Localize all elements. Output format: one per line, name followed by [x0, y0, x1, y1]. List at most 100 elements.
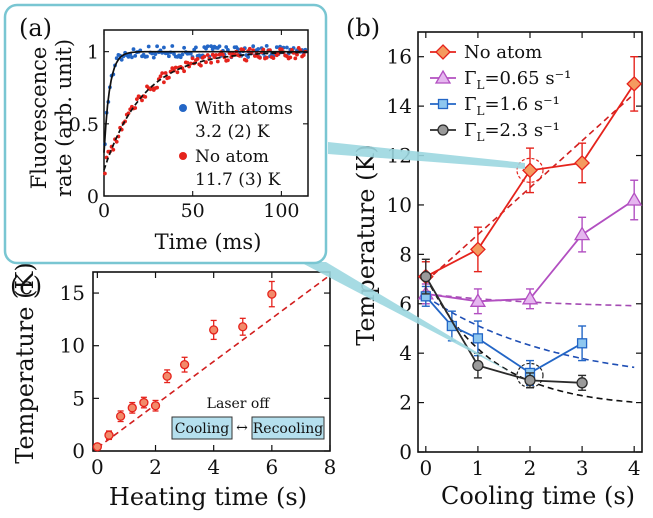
a-point-0-72: [224, 45, 229, 49]
panel-b-highlights: [516, 157, 544, 389]
a-point-1-113: [293, 56, 298, 61]
a-point-1-38: [167, 75, 171, 80]
a-point-0-35: [162, 45, 166, 50]
a-point-0-17: [131, 47, 136, 52]
legend-with-atoms-marker: [179, 104, 187, 112]
b-legend-tail-3: =2.3 s⁻¹: [484, 120, 559, 141]
a-point-1-57: [199, 63, 203, 68]
a-point-1-14: [126, 111, 131, 116]
panel-a-ylabel-line1: Fluorescence: [27, 47, 51, 190]
recooling-box: [251, 416, 325, 440]
b-series-line-2: [425, 295, 583, 374]
panel-c-label: (c): [10, 272, 42, 300]
a-point-0-18: [133, 54, 138, 58]
b-point-1-3: [573, 226, 591, 241]
c-ytick-label-1: 5: [72, 386, 85, 410]
a-point-1-73: [226, 58, 230, 63]
a-point-1-19: [135, 97, 139, 101]
a-point-1-52: [190, 56, 195, 61]
b-series-line-3: [425, 276, 583, 384]
b-ytick-label-0: 0: [399, 440, 412, 464]
c-point-10: [267, 289, 277, 299]
a-point-1-100: [271, 56, 276, 60]
a-ytick-label-0: 0: [87, 186, 99, 208]
a-point-0-85: [246, 55, 251, 59]
a-point-1-61: [205, 53, 210, 57]
a-point-1-0: [103, 171, 107, 176]
a-point-1-110: [288, 55, 293, 60]
a-point-0-51: [188, 51, 193, 56]
laser-off-title: Laser off: [207, 396, 271, 412]
b-legend-main-2: Γ: [464, 94, 477, 115]
b-point-0-4: [626, 75, 643, 92]
b-legend-marker-2: [437, 98, 449, 110]
panel-b-xlabel: Cooling time (s): [441, 482, 635, 510]
a-point-0-91: [256, 47, 261, 51]
panel-c-fit: [96, 274, 331, 449]
b-legend-main-3: Γ: [464, 120, 477, 141]
a-point-1-118: [301, 53, 306, 57]
a-point-1-86: [247, 46, 252, 51]
cooling-box: [171, 416, 233, 440]
b-legend-main-1: Γ: [464, 68, 477, 89]
b-point-3-1: [472, 359, 484, 372]
b-legend-sub-3: L: [477, 130, 485, 144]
a-fit-1: [103, 51, 308, 171]
a-point-0-54: [194, 45, 198, 50]
b-legend-sub-1: L: [477, 78, 485, 92]
legend-no-atom-temp: 11.7 (3) K: [195, 170, 281, 190]
c-point-8: [209, 325, 219, 335]
a-xtick-label-0: 0: [98, 200, 110, 222]
a-point-0-63: [209, 44, 214, 49]
b-legend-label-2: ΓL=1.6 s⁻¹: [464, 94, 560, 118]
c-point-5: [150, 401, 161, 411]
connector-lower: [300, 262, 510, 372]
cooling-box-label: Cooling: [175, 421, 230, 437]
a-point-1-51: [188, 61, 193, 66]
b-xtick-label-1: 1: [472, 456, 485, 480]
a-point-1-49: [185, 60, 190, 65]
a-point-1-22: [140, 98, 144, 103]
a-point-1-63: [209, 60, 214, 65]
panel-c-xlabel: Heating time (s): [109, 483, 307, 511]
a-point-1-42: [173, 65, 178, 70]
c-fit-line: [96, 274, 331, 449]
b-fit-2: [425, 295, 635, 369]
b-legend-label-1: ΓL=0.65 s⁻¹: [464, 68, 571, 92]
a-point-0-47: [182, 45, 187, 50]
panel-b-label: (b): [346, 14, 380, 42]
b-legend-label-0: No atom: [464, 42, 542, 63]
panel-a-legend: With atoms 3.2 (2) K No atom 11.7 (3) K: [179, 99, 293, 190]
b-legend-sub-2: L: [477, 104, 485, 118]
a-point-1-67: [215, 59, 220, 64]
b-legend-marker-3: [437, 124, 449, 136]
a-point-1-82: [241, 47, 246, 52]
a-point-1-5: [111, 147, 116, 152]
b-legend-tail-2: =1.6 s⁻¹: [484, 94, 559, 115]
panel-c-ticks: 0 2 4 6 8 0 5 10 15: [60, 272, 337, 479]
b-point-1-2: [521, 290, 539, 305]
c-xtick-label-4: 8: [324, 455, 337, 479]
inset-background: [3, 3, 328, 265]
a-point-1-94: [261, 47, 266, 52]
b-point-2-4: [576, 338, 588, 349]
a-point-0-61: [205, 44, 210, 49]
b-legend-label-3: ΓL=2.3 s⁻¹: [464, 120, 560, 144]
a-point-0-68: [217, 44, 222, 49]
legend-with-atoms-label: With atoms: [195, 99, 293, 119]
c-xtick-label-2: 4: [207, 455, 220, 479]
inset-connectors: [300, 142, 525, 372]
a-point-0-108: [285, 45, 289, 50]
c-point-3: [127, 403, 137, 413]
recooling-box-label: Recooling: [253, 421, 323, 437]
panel-b: 012340246810121416 (b) Cooling time (s) …: [346, 14, 643, 510]
a-point-0-102: [274, 45, 279, 50]
panel-a-frame: [103, 29, 309, 197]
a-point-1-7: [114, 139, 119, 144]
a-point-0-29: [151, 55, 156, 60]
a-point-1-70: [221, 52, 225, 57]
b-point-0-2: [522, 162, 538, 179]
a-point-1-33: [158, 74, 163, 79]
